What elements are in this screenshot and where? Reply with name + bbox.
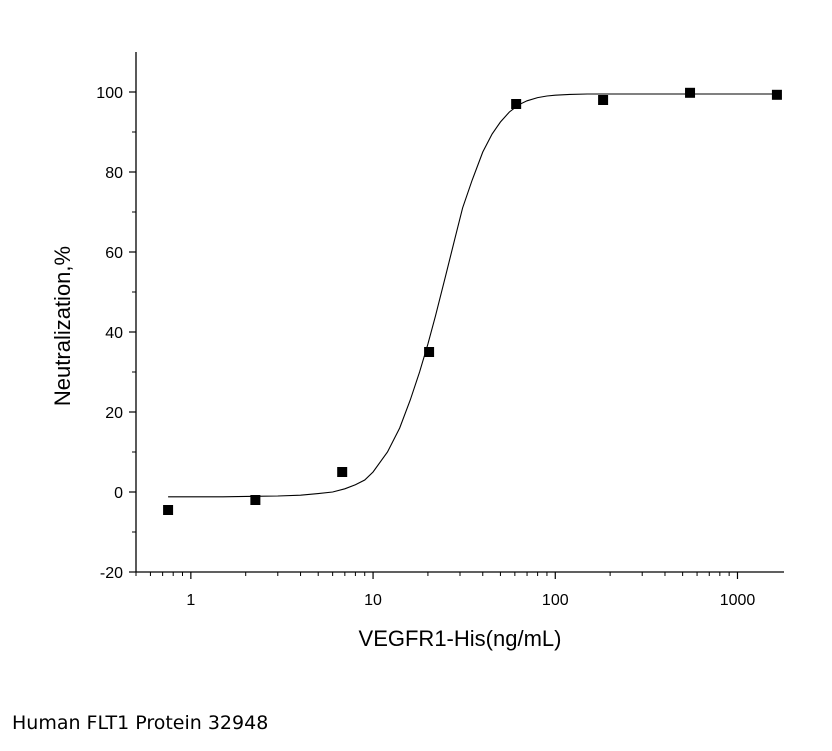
fit-curve (168, 93, 777, 498)
figure-caption: Human FLT1 Protein 32948 (12, 712, 269, 734)
data-point (163, 505, 174, 515)
x-tick-label: 10 (364, 592, 382, 609)
y-tick-label: 20 (105, 405, 123, 422)
data-points-layer (163, 87, 782, 515)
y-tick-label: 0 (114, 485, 123, 502)
neutralization-chart: 1 10 100 1000 -20 0 20 40 60 80 100 VEGFR1-His(ng… (50, 52, 784, 651)
data-point (424, 347, 435, 357)
y-tick-label: 100 (96, 85, 123, 102)
y-tick-label: 60 (105, 245, 123, 262)
data-point (511, 99, 522, 109)
data-point (250, 495, 261, 505)
x-tick-label: 1 (186, 592, 195, 609)
y-tick-label: 80 (105, 165, 123, 182)
x-axis-title: VEGFR1-His(ng/mL) (359, 626, 562, 651)
data-point (337, 467, 348, 477)
x-tick-label: 100 (542, 592, 569, 609)
y-axis-title: Neutralization,% (50, 246, 75, 406)
axes (135, 52, 784, 573)
y-tick-label: -20 (100, 565, 123, 582)
fit-curve-layer (168, 93, 777, 498)
data-point (598, 95, 609, 105)
data-point (771, 89, 782, 100)
y-tick-label: 40 (105, 325, 123, 342)
x-tick-label: 1000 (720, 592, 756, 609)
x-axis-ticks: 1 10 100 1000 (135, 572, 756, 609)
y-axis-ticks: -20 0 20 40 60 80 100 (96, 85, 136, 582)
data-point (685, 87, 696, 98)
